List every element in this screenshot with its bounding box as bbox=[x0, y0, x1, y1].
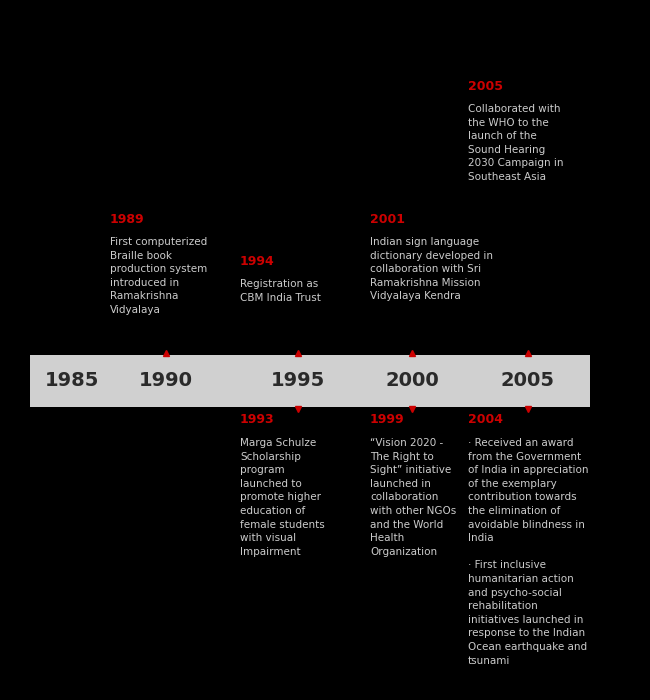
Text: “Vision 2020 -
The Right to
Sight” initiative
launched in
collaboration
with oth: “Vision 2020 - The Right to Sight” initi… bbox=[370, 438, 456, 556]
Text: Registration as
CBM India Trust: Registration as CBM India Trust bbox=[240, 279, 321, 302]
Text: 1985: 1985 bbox=[45, 372, 99, 391]
Text: 2005: 2005 bbox=[468, 80, 503, 93]
Text: 1999: 1999 bbox=[370, 413, 404, 426]
Bar bbox=[30, 355, 590, 407]
Text: Collaborated with
the WHO to the
launch of the
Sound Hearing
2030 Campaign in
So: Collaborated with the WHO to the launch … bbox=[468, 104, 564, 182]
Text: 1990: 1990 bbox=[139, 372, 193, 391]
Text: 2001: 2001 bbox=[370, 213, 405, 226]
Text: 1993: 1993 bbox=[240, 413, 274, 426]
Text: 2005: 2005 bbox=[501, 372, 555, 391]
Text: First computerized
Braille book
production system
introduced in
Ramakrishna
Vidy: First computerized Braille book producti… bbox=[110, 237, 207, 315]
Text: · Received an award
from the Government
of India in appreciation
of the exemplar: · Received an award from the Government … bbox=[468, 438, 588, 666]
Text: Marga Schulze
Scholarship
program
launched to
promote higher
education of
female: Marga Schulze Scholarship program launch… bbox=[240, 438, 325, 556]
Text: 1994: 1994 bbox=[240, 255, 275, 268]
Text: Indian sign language
dictionary developed in
collaboration with Sri
Ramakrishna : Indian sign language dictionary develope… bbox=[370, 237, 493, 302]
Text: 2000: 2000 bbox=[385, 372, 439, 391]
Text: 1995: 1995 bbox=[271, 372, 325, 391]
Text: 1989: 1989 bbox=[110, 213, 144, 226]
Text: 2004: 2004 bbox=[468, 413, 503, 426]
